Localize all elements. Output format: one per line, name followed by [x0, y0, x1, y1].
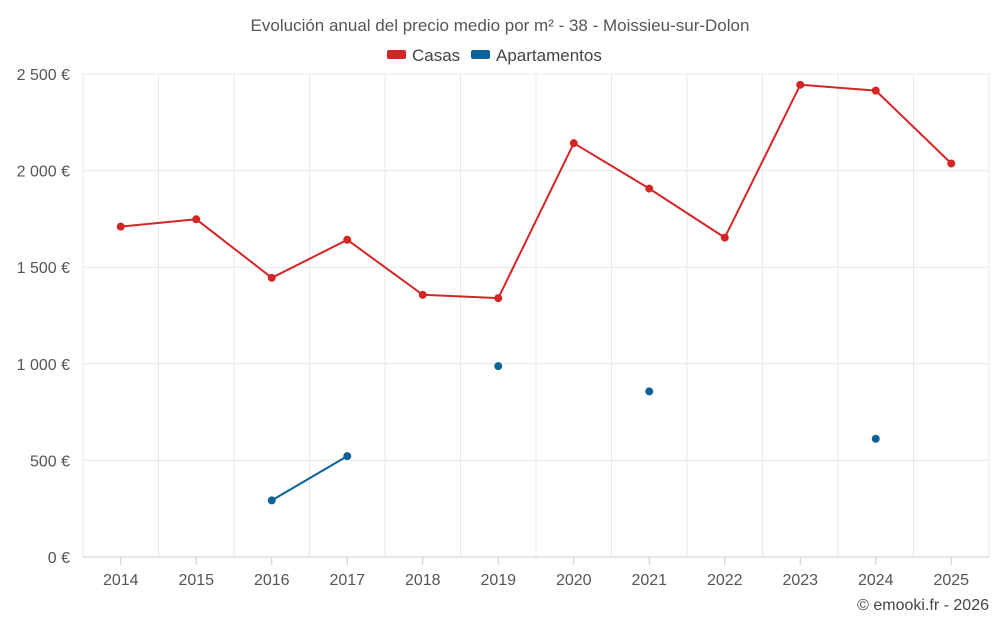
- axes: 0 € 500 € 1 000 € 1 500 € 2 000 € 2 500 € 2014…: [17, 67, 989, 589]
- data-point-casas-2016[interactable]: [267, 273, 276, 282]
- y-tick-label: 1 000 €: [17, 357, 70, 374]
- x-tick-label: 2025: [933, 572, 969, 589]
- credit-text: © emooki.fr - 2026: [857, 597, 989, 614]
- data-point-casas-2024[interactable]: [871, 86, 880, 95]
- data-point-casas-2023[interactable]: [796, 80, 805, 89]
- data-point-casas-2017[interactable]: [343, 235, 352, 244]
- legend: Casas Apartamentos: [387, 46, 602, 65]
- y-tick-label: 0 €: [48, 550, 70, 567]
- data-point-apartamentos-2017[interactable]: [343, 452, 352, 461]
- y-tick-label: 500 €: [30, 453, 70, 470]
- x-tick-label: 2024: [858, 572, 894, 589]
- x-tick-label: 2018: [405, 572, 441, 589]
- data-point-casas-2022[interactable]: [720, 233, 729, 242]
- legend-swatch-casas: [387, 50, 406, 59]
- x-tick-label: 2016: [254, 572, 290, 589]
- x-tick-label: 2019: [480, 572, 516, 589]
- series-line-apartamentos: [271, 455, 348, 502]
- legend-item-casas[interactable]: Casas: [387, 46, 460, 65]
- x-tick-label: 2020: [556, 572, 592, 589]
- data-point-apartamentos-2016[interactable]: [267, 496, 276, 505]
- grid: [82, 73, 990, 557]
- x-tick-label: 2022: [707, 572, 743, 589]
- data-point-casas-2014[interactable]: [116, 222, 125, 231]
- legend-label-apartamentos: Apartamentos: [496, 46, 602, 65]
- data-point-casas-2015[interactable]: [192, 215, 201, 224]
- data-point-apartamentos-2021[interactable]: [645, 387, 654, 396]
- data-point-casas-2019[interactable]: [494, 294, 503, 303]
- series: [116, 80, 956, 505]
- chart-title: Evolución anual del precio medio por m² …: [251, 16, 750, 35]
- y-tick-label: 2 500 €: [17, 67, 70, 84]
- x-tick-label: 2015: [178, 572, 214, 589]
- legend-label-casas: Casas: [412, 46, 460, 65]
- x-tick-label: 2021: [631, 572, 667, 589]
- data-point-casas-2025[interactable]: [947, 159, 956, 168]
- legend-swatch-apartamentos: [471, 50, 490, 59]
- x-tick-label: 2014: [103, 572, 139, 589]
- series-line-casas: [120, 83, 952, 300]
- data-point-casas-2018[interactable]: [418, 290, 427, 299]
- data-point-apartamentos-2024[interactable]: [871, 434, 880, 443]
- y-tick-label: 1 500 €: [17, 260, 70, 277]
- x-tick-label: 2017: [329, 572, 365, 589]
- y-tick-label: 2 000 €: [17, 164, 70, 181]
- data-point-casas-2021[interactable]: [645, 184, 654, 193]
- data-point-casas-2020[interactable]: [569, 139, 578, 148]
- data-point-apartamentos-2019[interactable]: [494, 362, 503, 371]
- x-tick-label: 2023: [782, 572, 818, 589]
- legend-item-apartamentos[interactable]: Apartamentos: [471, 46, 602, 65]
